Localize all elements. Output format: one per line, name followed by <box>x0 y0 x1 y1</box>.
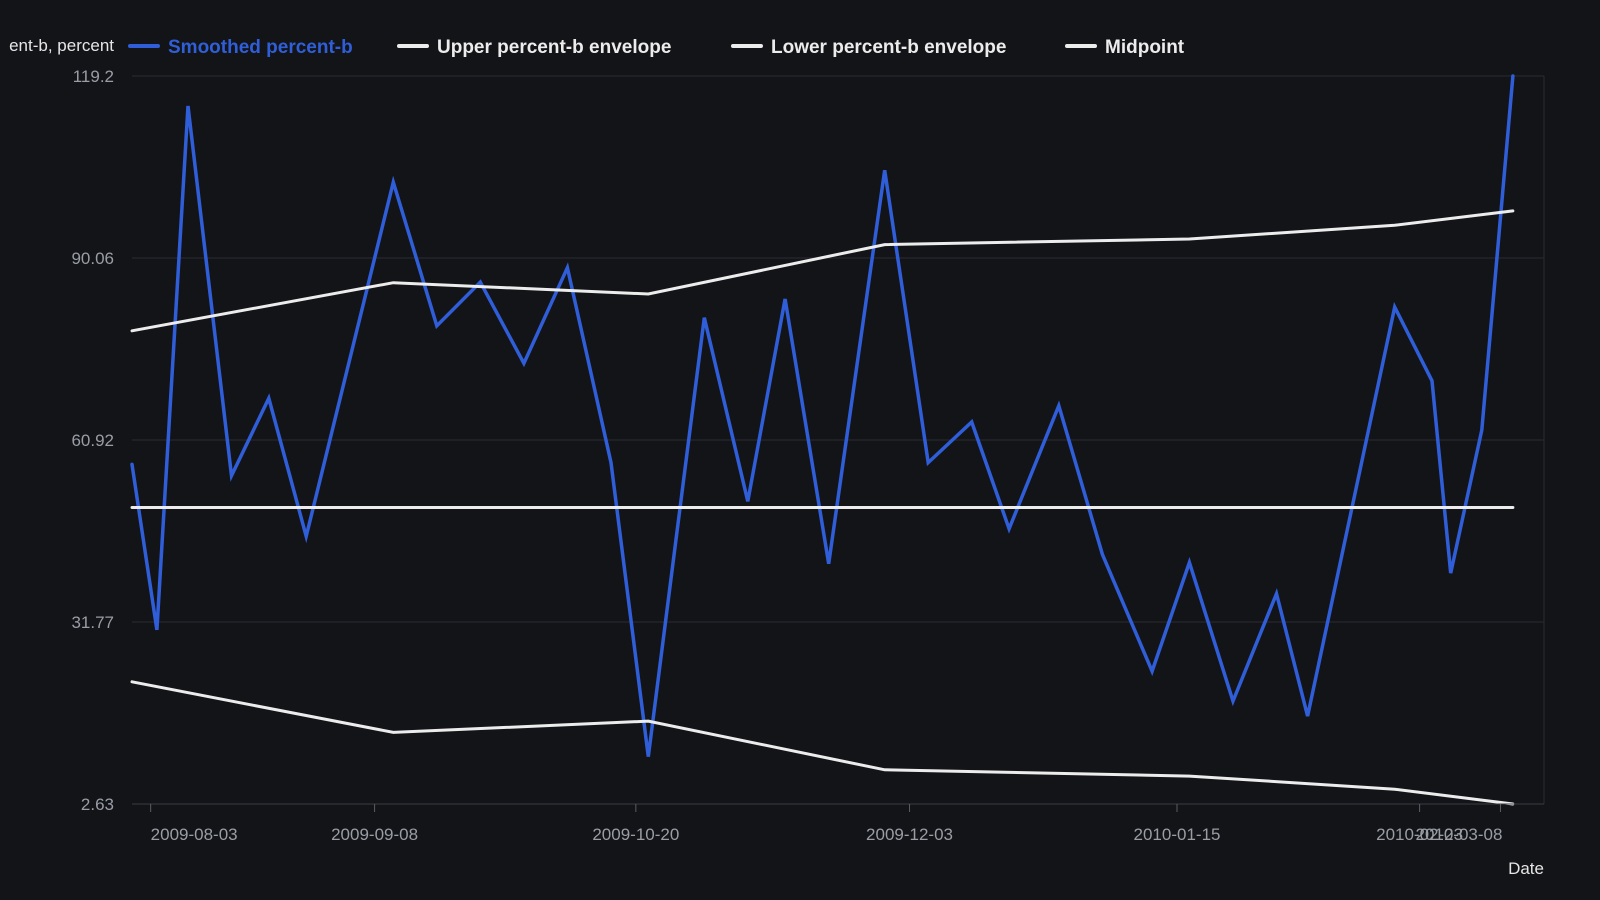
y-tick-label: 31.77 <box>71 613 114 632</box>
legend-label: Lower percent-b envelope <box>771 37 1006 58</box>
x-tick-label: 2009-09-08 <box>331 825 418 844</box>
legend-item: Upper percent-b envelope <box>397 37 671 58</box>
legend: Smoothed percent-b Upper percent-b envelo… <box>128 37 1185 58</box>
legend-item: Midpoint <box>1065 37 1185 58</box>
y-axis-title: ent-b, percent <box>9 36 114 55</box>
x-tick-label: 2010-02-23 <box>1376 825 1463 844</box>
legend-item: Lower percent-b envelope <box>731 37 1006 58</box>
x-tick-label: 2010-01-15 <box>1134 825 1221 844</box>
legend-item: Smoothed percent-b <box>128 37 353 58</box>
y-tick-label: 60.92 <box>71 431 114 450</box>
y-tick-label: 119.2 <box>73 67 114 86</box>
x-axis-title: Date <box>1508 859 1544 878</box>
legend-label: Upper percent-b envelope <box>437 37 671 58</box>
y-tick-label: 2.63 <box>81 795 114 814</box>
x-tick-label: 2010-03-08 <box>1415 825 1502 844</box>
x-tick-label: 2009-10-20 <box>592 825 679 844</box>
legend-label: Smoothed percent-b <box>168 37 353 58</box>
x-tick-label: 2009-12-03 <box>866 825 953 844</box>
series-line-2 <box>130 680 1515 806</box>
x-tick-label: 2009-08-03 <box>151 825 238 844</box>
axes: 2.63 31.77 60.92 90.06 119.2 2009-08-03 2009-0… <box>71 67 1544 844</box>
series-lines <box>130 74 1515 806</box>
legend-label: Midpoint <box>1105 37 1185 58</box>
series-line-0 <box>130 74 1515 757</box>
series-line-1 <box>130 209 1515 333</box>
y-tick-label: 90.06 <box>71 249 114 268</box>
